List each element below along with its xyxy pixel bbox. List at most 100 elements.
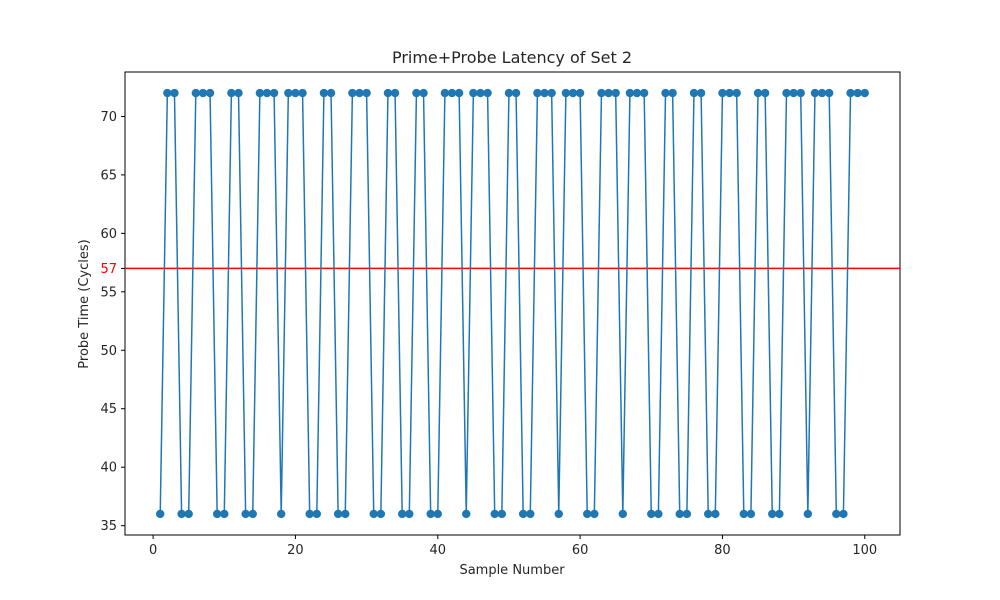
data-point xyxy=(604,88,613,98)
data-point xyxy=(397,509,407,519)
data-point xyxy=(419,88,428,98)
axes: 0 20 40 60 80 100 35 40 45 50 55 60 65 70 57 xyxy=(100,110,877,558)
plot-frame xyxy=(124,71,901,536)
plot-area xyxy=(125,88,900,519)
data-point xyxy=(333,509,343,519)
data-point xyxy=(312,509,321,519)
data-point xyxy=(483,88,492,98)
data-point xyxy=(305,509,314,519)
data-point xyxy=(846,88,855,98)
data-point xyxy=(533,88,542,98)
data-point xyxy=(504,88,514,98)
data-point xyxy=(590,509,599,519)
data-point xyxy=(796,88,805,98)
data-point xyxy=(376,509,386,519)
data-point xyxy=(355,88,364,98)
data-point xyxy=(490,509,499,519)
data-point xyxy=(597,88,606,98)
y-tick-label: 70 xyxy=(100,110,117,125)
data-point xyxy=(789,88,798,98)
x-tick-label: 0 xyxy=(149,543,157,558)
data-point xyxy=(156,509,165,519)
data-point xyxy=(704,509,713,519)
data-point xyxy=(547,88,556,98)
threshold-label: 57 xyxy=(100,262,117,277)
data-point xyxy=(341,509,350,519)
data-point xyxy=(390,88,400,98)
data-point xyxy=(554,509,563,519)
y-tick-label: 40 xyxy=(100,461,117,476)
x-tick-label: 60 xyxy=(572,543,589,558)
data-point xyxy=(611,88,620,98)
y-tick-label: 50 xyxy=(100,344,117,359)
data-point xyxy=(177,509,186,519)
data-point xyxy=(348,88,357,98)
data-point xyxy=(248,509,257,519)
data-point xyxy=(860,88,869,98)
data-point xyxy=(291,88,300,98)
data-point xyxy=(526,509,535,519)
data-point xyxy=(675,509,684,519)
data-point xyxy=(839,509,848,519)
data-point xyxy=(568,88,578,98)
data-point xyxy=(832,509,841,519)
x-axis-title: Sample Number xyxy=(459,563,565,578)
data-point xyxy=(753,88,763,98)
data-point xyxy=(369,509,378,519)
y-axis-title: Probe Time (Cycles) xyxy=(77,239,92,368)
data-point xyxy=(746,509,756,519)
data-point xyxy=(810,88,820,98)
data-point xyxy=(639,88,649,98)
data-point xyxy=(689,88,699,98)
data-point xyxy=(732,88,741,98)
data-point xyxy=(739,509,748,519)
data-point xyxy=(269,88,279,98)
data-point xyxy=(497,509,507,519)
data-point xyxy=(476,88,485,98)
data-point xyxy=(803,509,813,519)
data-point xyxy=(184,509,193,519)
data-point xyxy=(561,88,571,98)
data-point xyxy=(362,88,371,98)
data-point xyxy=(326,88,336,98)
data-point xyxy=(654,509,663,519)
chart-title: Prime+Probe Latency of Set 2 xyxy=(392,48,632,67)
data-point xyxy=(234,88,243,98)
series-line xyxy=(159,92,865,515)
data-point xyxy=(298,88,307,98)
data-point xyxy=(220,509,229,519)
data-point xyxy=(405,509,414,519)
data-point xyxy=(255,88,265,98)
data-point xyxy=(191,88,201,98)
x-tick-label: 80 xyxy=(714,543,731,558)
data-point xyxy=(447,88,457,98)
data-point xyxy=(632,88,642,98)
data-point xyxy=(469,88,478,98)
data-point xyxy=(319,88,329,98)
data-point xyxy=(412,88,421,98)
data-point xyxy=(668,88,677,98)
data-point xyxy=(583,509,592,519)
data-point xyxy=(462,509,471,519)
data-point xyxy=(824,88,834,98)
data-point xyxy=(163,88,172,98)
data-point xyxy=(775,509,784,519)
data-point xyxy=(426,509,435,519)
data-point xyxy=(284,88,293,98)
x-tick-label: 20 xyxy=(287,543,304,558)
y-tick-label: 35 xyxy=(100,519,117,534)
data-point xyxy=(625,88,635,98)
data-point xyxy=(725,88,734,98)
data-point xyxy=(227,88,236,98)
data-point xyxy=(575,88,585,98)
x-tick-label: 100 xyxy=(852,543,877,558)
data-point xyxy=(433,509,442,519)
data-point xyxy=(262,88,272,98)
data-point xyxy=(853,88,862,98)
data-point xyxy=(205,88,215,98)
data-point xyxy=(540,88,549,98)
y-tick-label: 45 xyxy=(100,402,117,417)
data-point xyxy=(682,509,692,519)
y-tick-label: 55 xyxy=(100,285,117,300)
y-tick-label: 60 xyxy=(100,227,117,242)
